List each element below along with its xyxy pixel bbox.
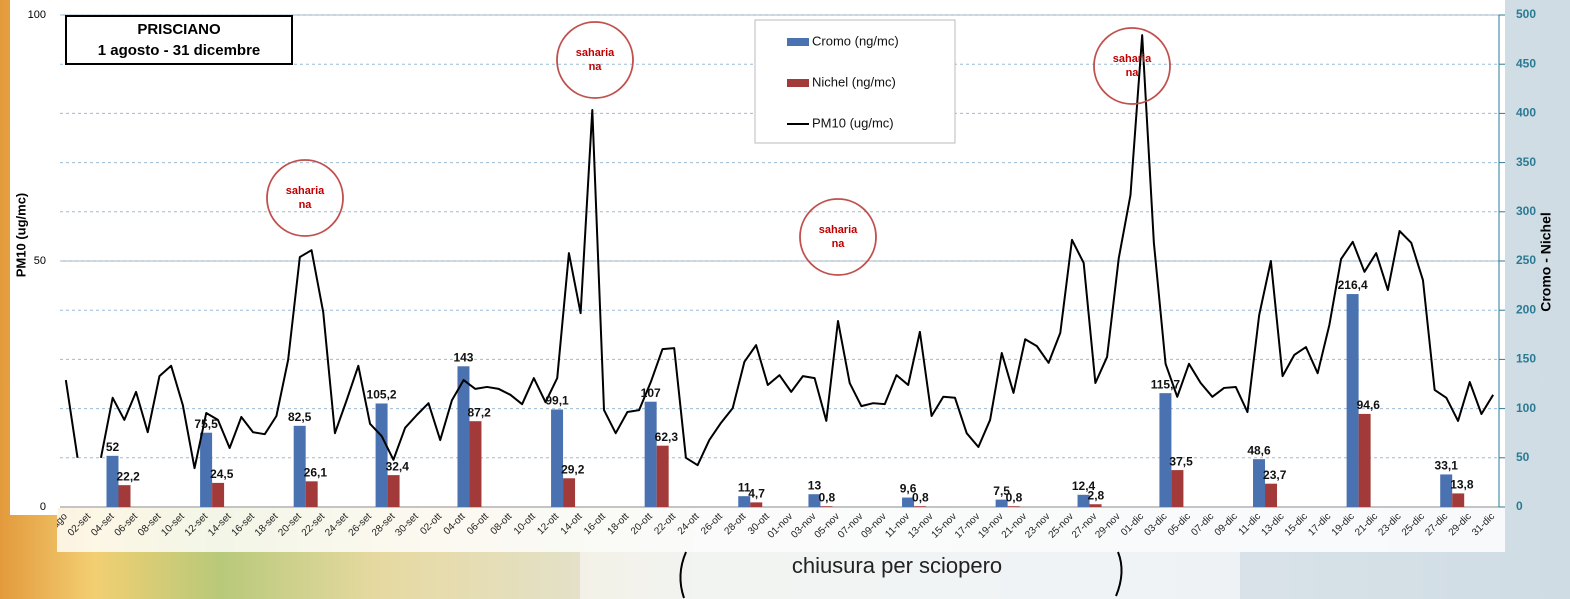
data-label: 37,5 <box>1169 454 1193 468</box>
bar <box>657 446 669 507</box>
legend-label: Nichel (ng/mc) <box>812 74 896 89</box>
bar <box>551 409 563 507</box>
bar <box>563 478 575 507</box>
data-label: 75,5 <box>194 417 218 431</box>
data-label: 48,6 <box>1247 443 1271 457</box>
data-label: 87,2 <box>467 405 491 419</box>
bar <box>1008 506 1020 507</box>
data-label: 13,8 <box>1450 478 1474 492</box>
y2-tick-label: 350 <box>1516 155 1536 169</box>
y-tick-label: 100 <box>28 9 46 21</box>
legend-label: Cromo (ng/mc) <box>812 33 899 48</box>
data-label: 0,8 <box>1006 490 1023 504</box>
data-label: 115,7 <box>1151 377 1181 391</box>
bar <box>1171 470 1183 507</box>
bar <box>212 483 224 507</box>
page: {"chart_data": { "type": "bar", "title":… <box>0 0 1570 599</box>
annotation: na <box>589 61 603 73</box>
note: chiusura per sciopero <box>792 553 1002 578</box>
data-label: 0,8 <box>818 490 835 504</box>
data-label: 32,4 <box>386 459 410 473</box>
bar <box>118 485 130 507</box>
y-tick-label: 0 <box>40 501 46 513</box>
bar <box>645 402 657 507</box>
y2-tick-label: 450 <box>1516 56 1536 70</box>
bar <box>820 506 832 507</box>
y-tick-label: 50 <box>34 255 46 267</box>
data-label: 94,6 <box>1357 398 1381 412</box>
bar <box>1253 459 1265 507</box>
annotation: saharia <box>819 224 858 236</box>
data-label: 29,2 <box>561 462 585 476</box>
y2-tick-label: 200 <box>1516 302 1536 316</box>
data-label: 0,8 <box>912 490 929 504</box>
bar <box>1359 414 1371 507</box>
legend-swatch <box>787 38 809 46</box>
y2-tick-label: 300 <box>1516 204 1536 218</box>
bar <box>306 481 318 507</box>
y2-axis-title: Cromo - Nichel <box>1538 212 1554 312</box>
data-label: 107 <box>641 386 661 400</box>
data-label: 52 <box>106 440 120 454</box>
chart-subtitle: 1 agosto - 31 dicembre <box>98 42 261 59</box>
data-label: 33,1 <box>1435 459 1459 473</box>
legend-label: PM10 (ug/mc) <box>812 115 894 130</box>
bar <box>376 403 388 507</box>
annotation: na <box>299 199 313 211</box>
annotation: na <box>832 238 846 250</box>
data-label: 216,4 <box>1338 278 1368 292</box>
data-label: 4,7 <box>748 487 765 501</box>
data-label: 22,2 <box>116 469 140 483</box>
data-label: 26,1 <box>304 465 328 479</box>
y2-tick-label: 250 <box>1516 253 1536 267</box>
data-label: 82,5 <box>288 410 312 424</box>
y-axis-title: PM10 (ug/mc) <box>13 193 28 278</box>
y2-tick-label: 0 <box>1516 499 1523 513</box>
data-label: 62,3 <box>655 430 679 444</box>
annotation: saharia <box>576 47 615 59</box>
y2-tick-label: 50 <box>1516 450 1530 464</box>
data-label: 143 <box>453 350 473 364</box>
y2-tick-label: 400 <box>1516 106 1536 120</box>
bar <box>1452 493 1464 507</box>
data-label: 2,8 <box>1088 488 1105 502</box>
y2-tick-label: 500 <box>1516 7 1536 21</box>
annotation: na <box>1126 67 1140 79</box>
annotation: saharia <box>286 185 325 197</box>
bar <box>750 502 762 507</box>
y2-tick-label: 150 <box>1516 352 1536 366</box>
annotation: saharia <box>1113 53 1152 65</box>
bar <box>914 506 926 507</box>
chart-title: PRISCIANO <box>137 21 221 38</box>
legend-swatch <box>787 79 809 87</box>
y2-tick-label: 100 <box>1516 401 1536 415</box>
bar <box>388 475 400 507</box>
data-label: 23,7 <box>1263 468 1287 482</box>
data-label: 24,5 <box>210 467 234 481</box>
bar <box>1159 393 1171 507</box>
data-label: 105,2 <box>367 388 397 402</box>
data-label: 99,1 <box>545 394 569 408</box>
bar <box>469 421 481 507</box>
bar <box>1265 484 1277 507</box>
chart: 31-ago02-set04-set06-set08-set10-set12-s… <box>0 0 1570 599</box>
bar <box>1090 504 1102 507</box>
